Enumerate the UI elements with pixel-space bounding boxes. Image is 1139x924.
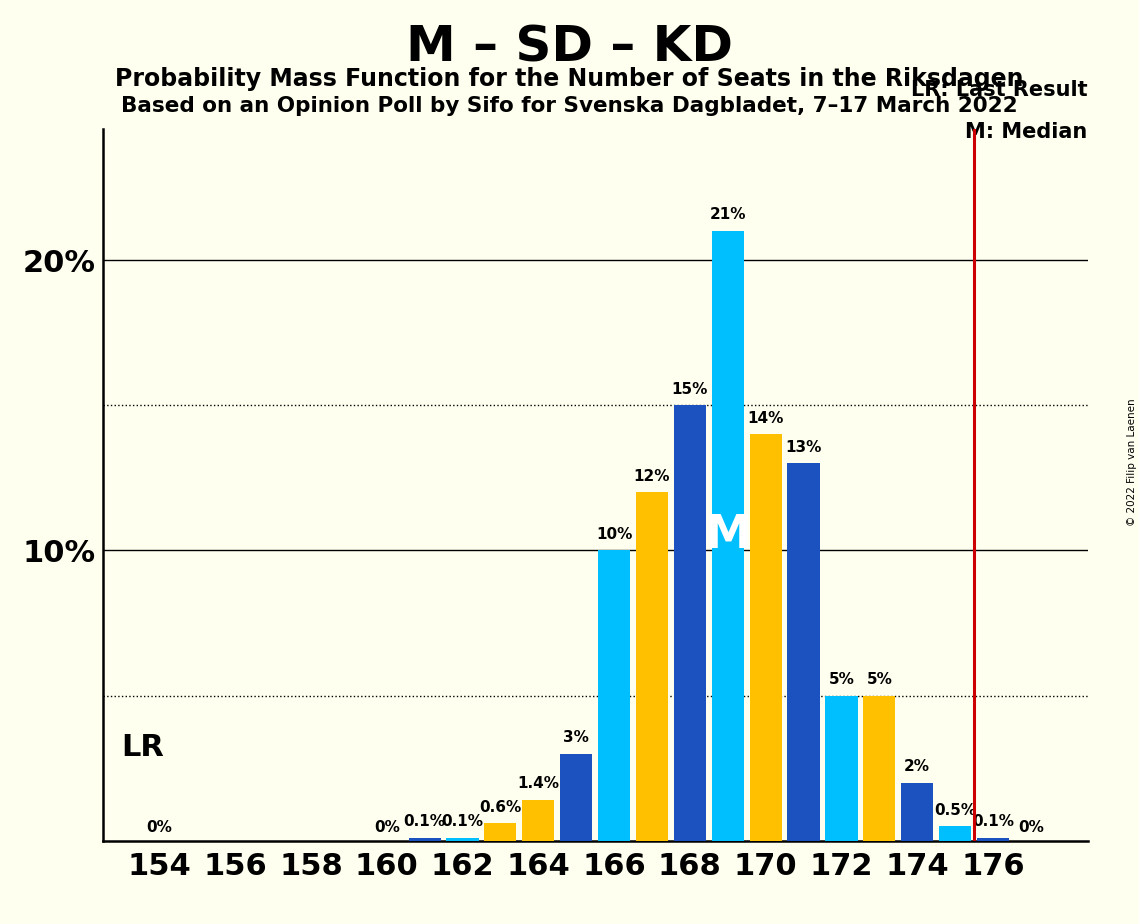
Text: 0%: 0% [374,820,400,835]
Text: LR: LR [122,734,164,762]
Bar [446,838,478,841]
Text: Probability Mass Function for the Number of Seats in the Riksdagen: Probability Mass Function for the Number… [115,67,1024,91]
Bar [712,231,744,841]
Text: 15%: 15% [672,382,708,396]
Bar [409,838,441,841]
Bar [522,800,555,841]
Text: 0.1%: 0.1% [442,814,483,829]
Text: 0.6%: 0.6% [480,799,522,815]
Text: 1.4%: 1.4% [517,776,559,792]
Bar [826,696,858,841]
Bar [749,434,781,841]
Text: 14%: 14% [747,410,784,426]
Text: 5%: 5% [867,672,892,687]
Text: LR: Last Result: LR: Last Result [911,79,1088,100]
Text: 0.1%: 0.1% [972,814,1014,829]
Bar [939,826,972,841]
Text: 3%: 3% [564,730,589,745]
Text: © 2022 Filip van Laenen: © 2022 Filip van Laenen [1126,398,1137,526]
Text: 13%: 13% [786,440,821,455]
Bar [598,551,630,841]
Text: 0%: 0% [147,820,172,835]
Text: 0%: 0% [1018,820,1043,835]
Bar [560,754,592,841]
Text: 12%: 12% [633,468,670,483]
Text: M: Median: M: Median [966,122,1088,142]
Bar [787,463,820,841]
Bar [901,783,933,841]
Text: Based on an Opinion Poll by Sifo for Svenska Dagbladet, 7–17 March 2022: Based on an Opinion Poll by Sifo for Sve… [121,96,1018,116]
Text: M: M [704,514,752,558]
Bar [863,696,895,841]
Bar [977,838,1009,841]
Text: 0.1%: 0.1% [403,814,445,829]
Text: 21%: 21% [710,207,746,223]
Bar [636,492,669,841]
Text: 0.5%: 0.5% [934,803,976,818]
Text: 5%: 5% [828,672,854,687]
Bar [674,406,706,841]
Bar [484,823,516,841]
Text: 2%: 2% [904,759,931,774]
Text: 10%: 10% [596,527,632,541]
Text: M – SD – KD: M – SD – KD [405,23,734,71]
